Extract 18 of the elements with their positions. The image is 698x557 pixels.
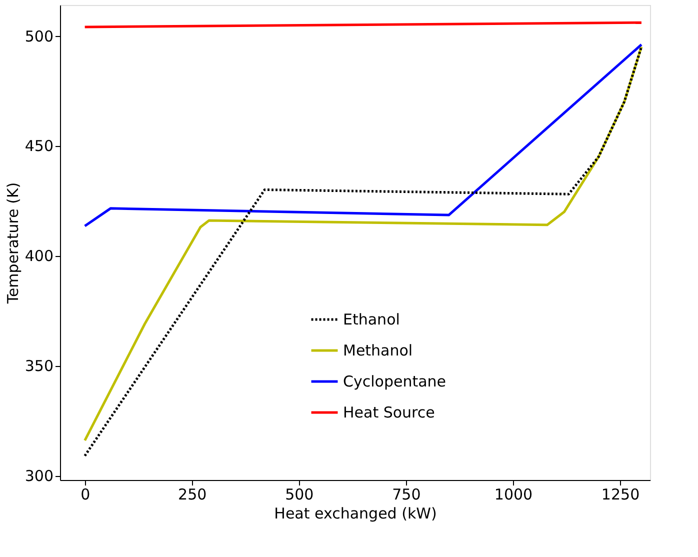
x-tick-label: 1250 (601, 486, 640, 504)
legend-label: Cyclopentane (343, 372, 446, 390)
x-tick-label: 500 (285, 486, 314, 504)
legend-label: Methanol (343, 342, 413, 360)
x-axis-title: Heat exchanged (kW) (274, 504, 437, 522)
x-tick-label: 1000 (494, 486, 533, 504)
y-tick-label: 400 (24, 247, 54, 266)
y-tick-label: 350 (24, 357, 54, 376)
y-tick-label: 500 (24, 27, 54, 46)
x-tick-label: 250 (178, 486, 207, 504)
legend-label: Heat Source (343, 404, 435, 422)
y-tick-label: 300 (24, 467, 54, 486)
y-tick-label: 450 (24, 137, 54, 156)
x-tick-label: 750 (392, 486, 421, 504)
x-tick-label: 0 (80, 486, 90, 504)
legend-label: Ethanol (343, 310, 400, 328)
line-series (84, 43, 643, 228)
y-axis-title: Temperature (K) (4, 182, 22, 305)
